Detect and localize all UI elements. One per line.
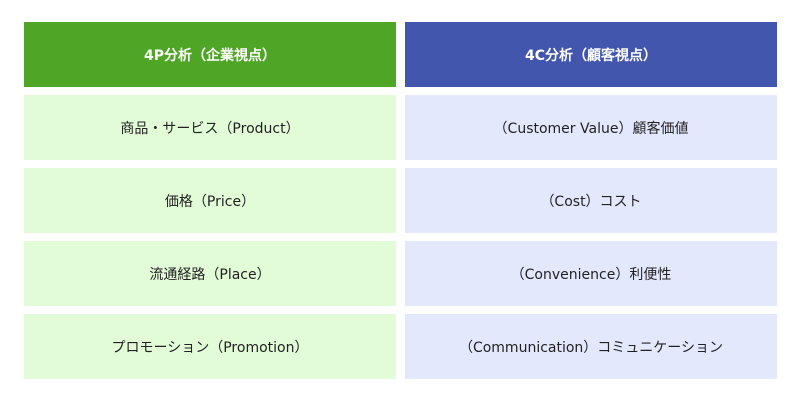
- 4c-column: 4C分析（顧客視点） （Customer Value）顧客価値 （Cost）コス…: [405, 22, 777, 387]
- 4p-column: 4P分析（企業視点） 商品・サービス（Product） 価格（Price） 流通…: [24, 22, 396, 387]
- 4p-row-place: 流通経路（Place）: [24, 241, 396, 306]
- 4c-row-communication: （Communication）コミュニケーション: [405, 314, 777, 379]
- 4c-row-cost: （Cost）コスト: [405, 168, 777, 233]
- 4p-row-product: 商品・サービス（Product）: [24, 95, 396, 160]
- 4c-row-convenience: （Convenience）利便性: [405, 241, 777, 306]
- 4c-row-customer-value: （Customer Value）顧客価値: [405, 95, 777, 160]
- 4p-row-promotion: プロモーション（Promotion）: [24, 314, 396, 379]
- 4p-row-price: 価格（Price）: [24, 168, 396, 233]
- 4c-header: 4C分析（顧客視点）: [405, 22, 777, 87]
- 4p-header: 4P分析（企業視点）: [24, 22, 396, 87]
